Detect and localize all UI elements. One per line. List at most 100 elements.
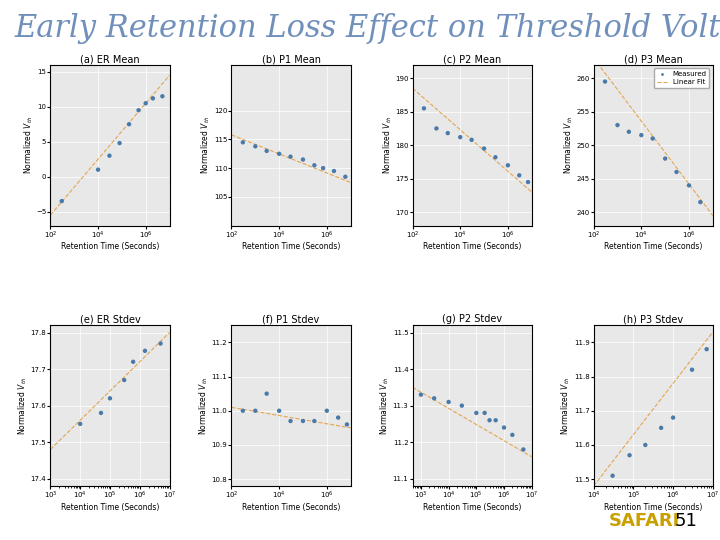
Point [132, 106, 144, 114]
Point [518, 445, 529, 454]
Point [123, 120, 135, 129]
Y-axis label: Normalized $V_{th}$: Normalized $V_{th}$ [22, 116, 35, 174]
Point [284, 417, 296, 426]
Point [415, 390, 427, 399]
Point [147, 94, 158, 103]
Point [157, 92, 168, 100]
Point [309, 417, 320, 426]
Point [498, 423, 510, 432]
X-axis label: Retention Time (Seconds): Retention Time (Seconds) [604, 503, 703, 512]
Y-axis label: Normalized $V_{th}$: Normalized $V_{th}$ [562, 116, 575, 174]
Point [471, 409, 482, 417]
Point [328, 167, 340, 176]
Point [297, 417, 309, 426]
Point [261, 146, 272, 155]
Point [92, 165, 104, 174]
Point [671, 167, 683, 176]
Point [333, 413, 344, 422]
Point [139, 347, 150, 355]
Text: 51: 51 [674, 512, 697, 530]
Point [56, 197, 68, 205]
Point [454, 133, 466, 141]
Point [612, 121, 624, 130]
Point [428, 394, 440, 403]
Point [479, 409, 490, 417]
Point [442, 129, 454, 138]
X-axis label: Retention Time (Seconds): Retention Time (Seconds) [242, 242, 341, 252]
X-axis label: Retention Time (Seconds): Retention Time (Seconds) [242, 503, 341, 512]
Legend: Measured, Linear Fit: Measured, Linear Fit [654, 68, 709, 88]
Point [261, 389, 272, 398]
Point [701, 345, 712, 354]
Text: SAFARI: SAFARI [608, 512, 680, 530]
Point [341, 420, 353, 429]
Point [250, 407, 261, 415]
Point [140, 99, 151, 107]
Point [104, 151, 115, 160]
Point [639, 441, 651, 449]
Point [340, 172, 351, 181]
Point [321, 407, 333, 415]
Point [490, 416, 501, 424]
Point [274, 407, 285, 415]
Y-axis label: Normalized $V_{th}$: Normalized $V_{th}$ [379, 376, 391, 435]
Y-axis label: Normalized $V_{th}$: Normalized $V_{th}$ [17, 376, 29, 435]
Title: (a) ER Mean: (a) ER Mean [80, 54, 140, 64]
Point [502, 161, 513, 170]
Point [118, 376, 130, 384]
Y-axis label: Normalized $V_{th}$: Normalized $V_{th}$ [560, 376, 572, 435]
Point [274, 150, 285, 158]
Point [624, 451, 635, 460]
Point [418, 104, 430, 113]
Y-axis label: Normalized $V_{th}$: Normalized $V_{th}$ [200, 116, 212, 174]
Point [695, 198, 706, 206]
Point [456, 401, 467, 410]
Point [623, 127, 634, 136]
Point [607, 471, 618, 480]
X-axis label: Retention Time (Seconds): Retention Time (Seconds) [604, 242, 703, 252]
Point [74, 420, 86, 428]
Point [155, 339, 166, 348]
Point [114, 139, 125, 147]
Point [522, 178, 534, 186]
Point [667, 413, 679, 422]
Title: (f) P1 Stdev: (f) P1 Stdev [262, 314, 320, 325]
Point [309, 161, 320, 170]
Title: (d) P3 Mean: (d) P3 Mean [624, 54, 683, 64]
X-axis label: Retention Time (Seconds): Retention Time (Seconds) [60, 242, 159, 252]
Point [95, 409, 107, 417]
Point [127, 357, 139, 366]
Point [599, 77, 611, 86]
X-axis label: Retention Time (Seconds): Retention Time (Seconds) [423, 503, 521, 512]
Point [484, 416, 495, 424]
Point [490, 153, 501, 161]
Point [443, 397, 454, 406]
Point [297, 155, 309, 164]
Y-axis label: Normalized $V_{th}$: Normalized $V_{th}$ [198, 376, 210, 435]
X-axis label: Retention Time (Seconds): Retention Time (Seconds) [423, 242, 521, 252]
Point [660, 154, 671, 163]
Title: (g) P2 Stdev: (g) P2 Stdev [442, 314, 503, 325]
Point [318, 164, 329, 172]
Title: (c) P2 Mean: (c) P2 Mean [443, 54, 501, 64]
Title: (h) P3 Stdev: (h) P3 Stdev [624, 314, 683, 325]
Text: Early Retention Loss Effect on Threshold Voltage: Early Retention Loss Effect on Threshold… [14, 14, 720, 44]
Point [284, 152, 296, 161]
X-axis label: Retention Time (Seconds): Retention Time (Seconds) [60, 503, 159, 512]
Point [507, 430, 518, 439]
Point [237, 407, 248, 415]
Point [655, 423, 667, 432]
Point [104, 394, 116, 403]
Point [466, 136, 477, 144]
Y-axis label: Normalized $V_{th}$: Normalized $V_{th}$ [381, 116, 394, 174]
Point [431, 124, 442, 133]
Point [647, 134, 659, 143]
Point [250, 142, 261, 151]
Point [683, 181, 695, 190]
Point [478, 144, 490, 153]
Title: (b) P1 Mean: (b) P1 Mean [261, 54, 320, 64]
Point [636, 131, 647, 139]
Point [513, 171, 525, 180]
Title: (e) ER Stdev: (e) ER Stdev [80, 314, 140, 325]
Point [686, 366, 698, 374]
